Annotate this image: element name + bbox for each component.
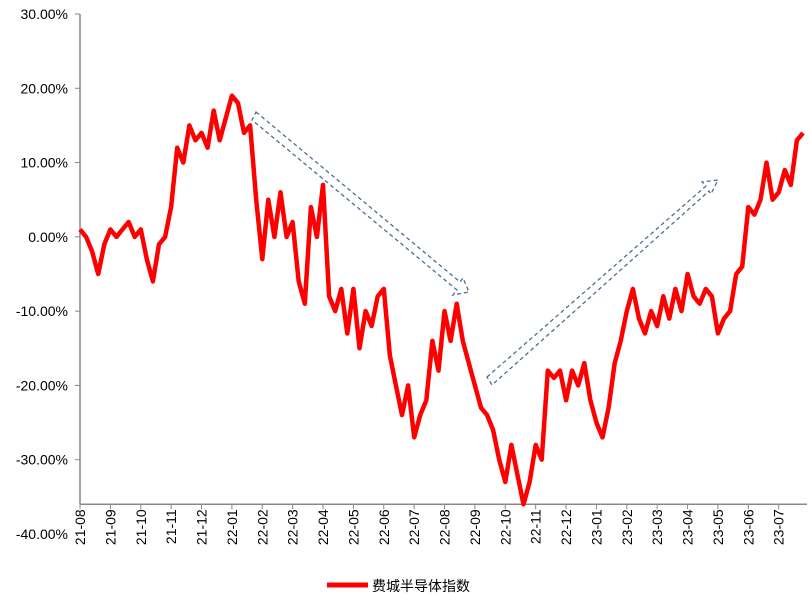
x-tick-label: 22-07 <box>406 509 422 545</box>
x-tick-label: 22-08 <box>437 509 453 545</box>
y-tick-label: -40.00% <box>16 526 68 542</box>
down-arrow <box>251 110 470 296</box>
x-tick-label: 22-01 <box>224 509 240 545</box>
legend-label: 费城半导体指数 <box>372 578 470 594</box>
x-tick-label: 21-09 <box>102 509 118 545</box>
x-tick-label: 22-12 <box>558 509 574 545</box>
x-tick-label: 22-05 <box>345 509 361 545</box>
x-tick-label: 22-04 <box>315 509 331 545</box>
x-tick-label: 22-10 <box>497 509 513 545</box>
x-tick-label: 23-03 <box>649 509 665 545</box>
x-tick-label: 22-02 <box>254 509 270 545</box>
x-tick-label: 22-11 <box>528 509 544 544</box>
x-tick-label: 23-05 <box>710 509 726 545</box>
x-tick-label: 21-10 <box>133 509 149 545</box>
x-tick-label: 22-03 <box>285 509 301 545</box>
x-tick-label: 21-11 <box>163 509 179 544</box>
x-tick-label: 23-01 <box>588 509 604 545</box>
y-tick-label: 0.00% <box>28 229 68 245</box>
trend-arrows <box>251 110 720 386</box>
x-tick-label: 22-09 <box>467 509 483 545</box>
x-tick-label: 23-02 <box>619 509 635 545</box>
y-tick-label: 10.00% <box>21 155 68 171</box>
x-tick-label: 22-06 <box>376 509 392 545</box>
y-tick-label: -30.00% <box>16 452 68 468</box>
y-tick-label: 20.00% <box>21 80 68 96</box>
x-tick-label: 23-04 <box>680 509 696 545</box>
x-tick-label: 21-12 <box>194 509 210 545</box>
y-tick-label: -10.00% <box>16 303 68 319</box>
x-tick-label: 23-07 <box>771 509 787 545</box>
x-tick-label: 21-08 <box>72 509 88 545</box>
y-tick-label: 30.00% <box>21 6 68 22</box>
x-tick-label: 23-06 <box>740 509 756 545</box>
up-arrow <box>486 179 720 386</box>
series-line <box>78 93 805 507</box>
y-tick-label: -20.00% <box>16 377 68 393</box>
